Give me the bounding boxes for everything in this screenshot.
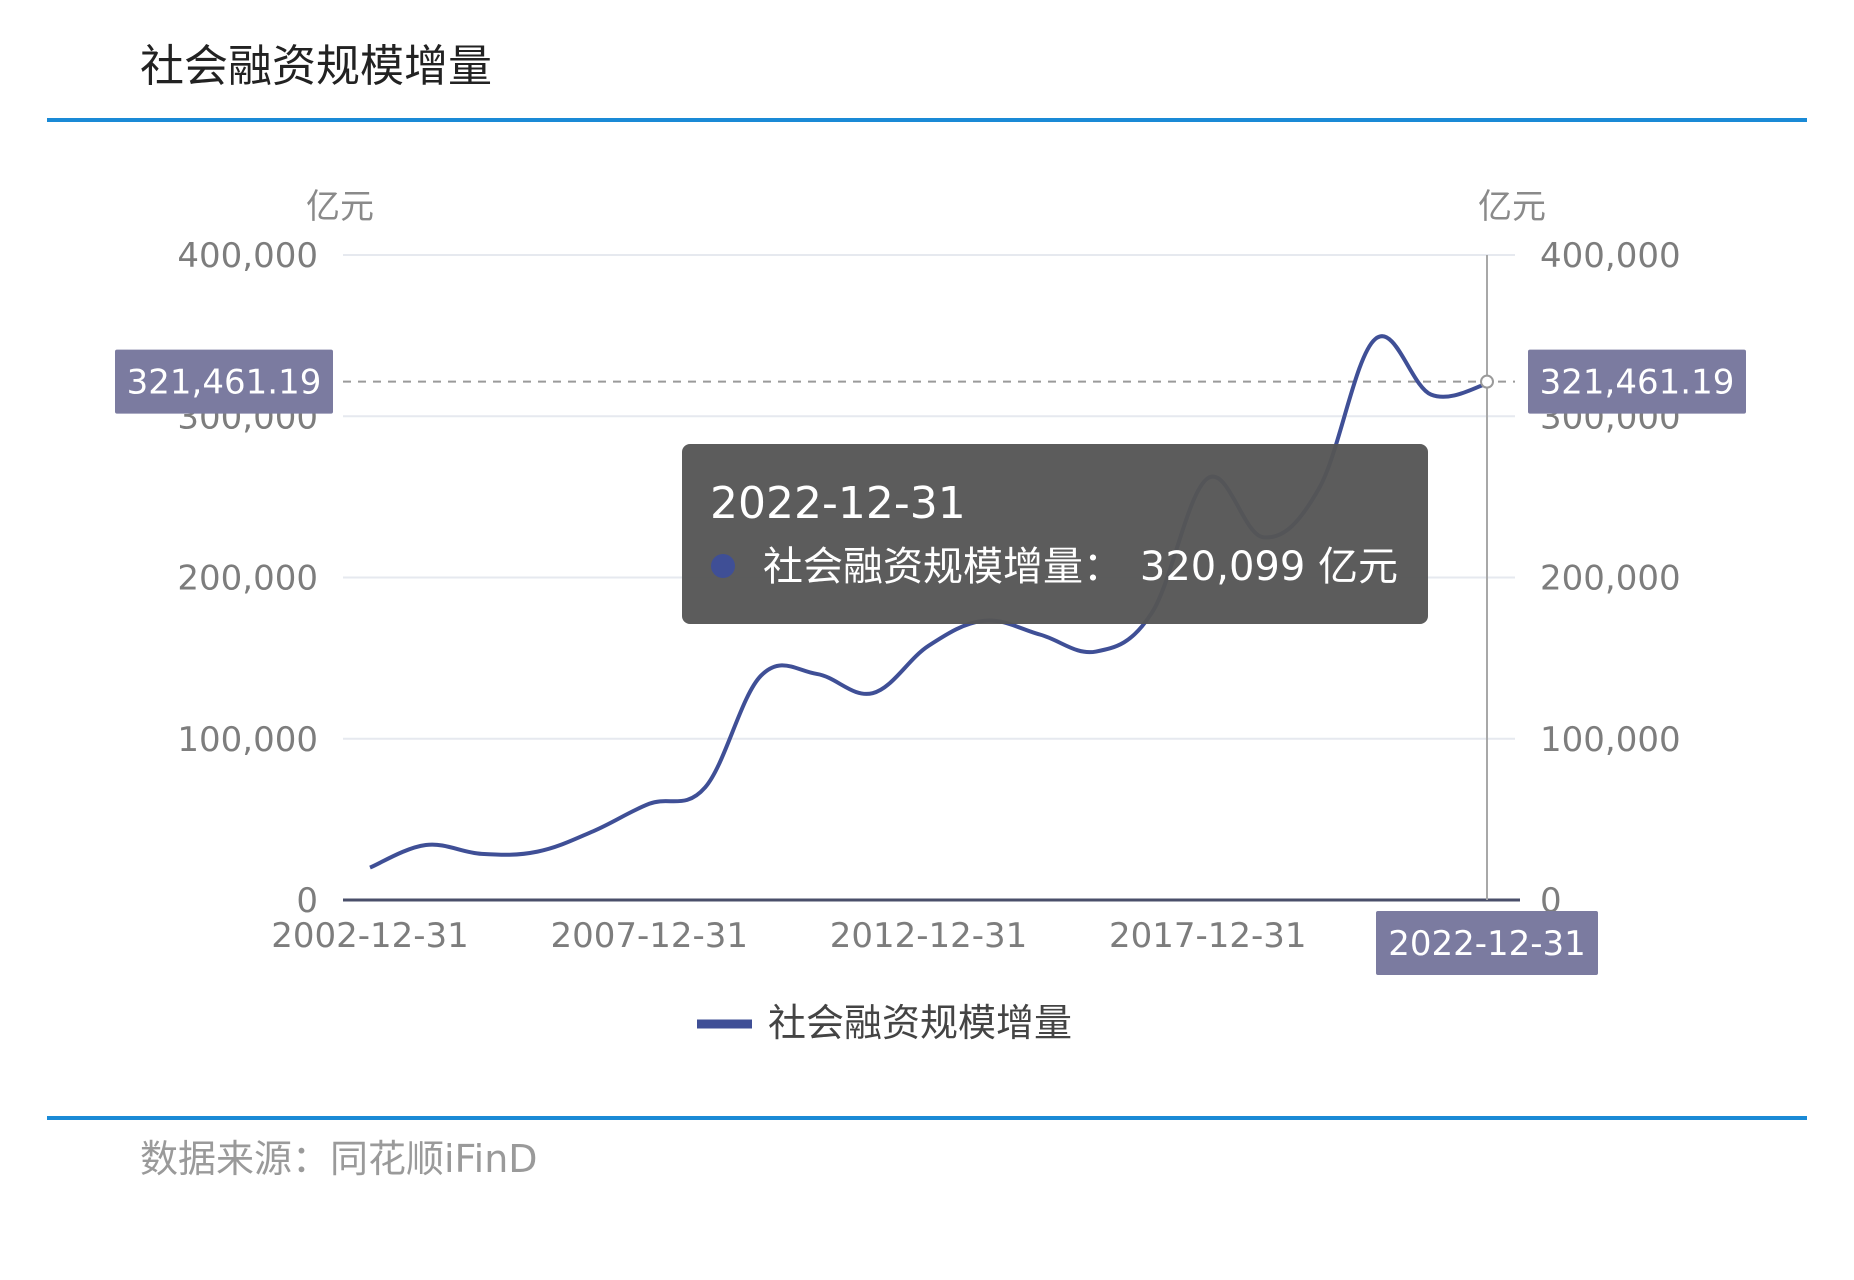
x-tick-label: 2017-12-31 <box>1109 916 1307 956</box>
x-tick-label: 2007-12-31 <box>550 916 748 956</box>
x-tag: 2022-12-31 <box>1376 911 1598 975</box>
y-unit-right: 亿元 <box>1478 187 1546 227</box>
y-tick-label-right: 200,000 <box>1540 559 1681 599</box>
y-tick-label-left: 0 <box>296 881 318 921</box>
x-tick-label: 2012-12-31 <box>830 916 1028 956</box>
y-tag-right: 321,461.19 <box>1528 349 1746 414</box>
tooltip-marker <box>711 554 735 578</box>
y-tick-label-right: 400,000 <box>1540 236 1681 276</box>
top-rule <box>47 118 1807 122</box>
hover-point[interactable] <box>1480 374 1494 389</box>
legend-label[interactable]: 社会融资规模增量 <box>768 1001 1072 1045</box>
legend[interactable]: 社会融资规模增量 <box>697 1001 1072 1045</box>
y-tick-label-left: 100,000 <box>177 720 318 760</box>
x-tick-label: 2002-12-31 <box>271 916 469 956</box>
bottom-rule <box>47 1116 1807 1120</box>
y-tag-right-text: 321,461.19 <box>1540 363 1735 403</box>
data-source: 数据来源：同花顺iFinD <box>140 1137 538 1181</box>
chart-title: 社会融资规模增量 <box>140 41 492 92</box>
tooltip-value: 320,099 亿元 <box>1140 544 1398 590</box>
y-tick-label-left: 200,000 <box>177 559 318 599</box>
y-tag-left: 321,461.19 <box>115 349 333 414</box>
y-tag-left-text: 321,461.19 <box>127 363 322 403</box>
tooltip-series-name: 社会融资规模增量： <box>763 544 1123 590</box>
y-tick-label-left: 400,000 <box>177 236 318 276</box>
x-tag-text: 2022-12-31 <box>1388 924 1586 964</box>
tooltip-date: 2022-12-31 <box>710 478 966 529</box>
y-tick-label-right: 100,000 <box>1540 720 1681 760</box>
y-unit-left: 亿元 <box>306 187 374 227</box>
tooltip: 2022-12-31 社会融资规模增量： 320,099 亿元 <box>682 444 1428 624</box>
x-axis: 2002-12-31 2007-12-31 2012-12-31 2017-12-31 <box>271 916 1306 956</box>
